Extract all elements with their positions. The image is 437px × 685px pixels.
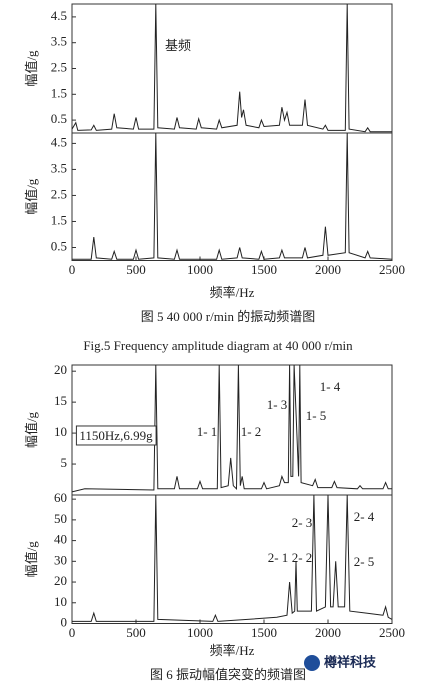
- x-tick-label: 500: [126, 262, 146, 277]
- spectrum-line: [71, 3, 392, 133]
- y-tick-label: 30: [54, 552, 67, 567]
- y-tick-label: 40: [54, 532, 67, 547]
- x-tick-label: 2000: [315, 625, 341, 640]
- watermark: 樽祥科技: [324, 655, 377, 671]
- spectrum-line: [72, 494, 393, 622]
- y-tick-label: 10: [54, 424, 67, 439]
- plot-frame: [71, 3, 393, 134]
- y-tick-label: 3.5: [51, 160, 67, 175]
- y-tick-label: 20: [54, 573, 67, 588]
- y-axis-label: 幅值/g: [24, 50, 39, 87]
- caption: 图 6 振动幅值突变的频谱图: [150, 667, 306, 682]
- x-tick-label: 2500: [379, 625, 405, 640]
- y-tick-label: 50: [54, 511, 67, 526]
- y-tick-label: 0.5: [51, 238, 67, 253]
- x-tick-label: 2000: [315, 262, 341, 277]
- y-axis-label: 幅值/g: [24, 178, 39, 215]
- y-tick-label: 4.5: [51, 8, 67, 23]
- annotation: 2- 4: [354, 509, 375, 524]
- y-tick-label: 0.5: [51, 111, 67, 126]
- watermark-logo: [304, 655, 320, 671]
- annotation: 1- 1: [197, 424, 218, 439]
- x-tick-label: 2500: [379, 262, 405, 277]
- annotation: 1- 4: [320, 379, 341, 394]
- plot-frame: [71, 132, 393, 261]
- spectrum-line: [71, 364, 392, 493]
- x-tick-label: 500: [126, 625, 146, 640]
- x-axis-label: 频率/Hz: [210, 643, 255, 658]
- annotation: 基频: [165, 38, 191, 53]
- plot-frame: [71, 494, 393, 624]
- x-axis-label: 频率/Hz: [210, 285, 255, 300]
- spectrum-line: [72, 132, 393, 260]
- annotation-box: [75, 425, 157, 446]
- caption-en: Fig.5 Frequency amplitude diagram at 40 …: [83, 338, 353, 353]
- annotation: 2- 3: [292, 515, 313, 530]
- y-tick-label: 4.5: [51, 134, 67, 149]
- x-tick-label: 1500: [251, 262, 277, 277]
- y-axis-label: 幅值/g: [24, 411, 39, 448]
- x-tick-label: 1500: [251, 625, 277, 640]
- x-tick-label: 1000: [187, 262, 213, 277]
- annotation: 2- 2: [292, 550, 313, 565]
- annotation: 2- 1: [268, 550, 289, 565]
- caption: 图 5 40 000 r/min 的振动频谱图: [141, 309, 315, 324]
- y-tick-label: 2.5: [51, 59, 67, 74]
- y-tick-label: 3.5: [51, 34, 67, 49]
- y-tick-label: 0: [61, 614, 68, 629]
- y-tick-label: 1.5: [51, 85, 67, 100]
- y-tick-label: 2.5: [51, 186, 67, 201]
- y-tick-label: 60: [54, 490, 67, 505]
- annotation: 1- 2: [241, 424, 262, 439]
- y-tick-label: 5: [61, 455, 68, 470]
- annotation: 1150Hz,6.99g: [79, 428, 153, 443]
- y-tick-label: 1.5: [51, 212, 67, 227]
- x-tick-label: 0: [69, 625, 76, 640]
- y-axis-label: 幅值/g: [24, 541, 39, 578]
- x-tick-label: 0: [69, 262, 76, 277]
- y-tick-label: 15: [54, 393, 67, 408]
- annotation: 1- 3: [267, 397, 288, 412]
- y-tick-label: 10: [54, 594, 67, 609]
- annotation: 1- 5: [306, 408, 327, 423]
- y-tick-label: 20: [54, 362, 67, 377]
- x-tick-label: 1000: [187, 625, 213, 640]
- annotation: 2- 5: [354, 554, 375, 569]
